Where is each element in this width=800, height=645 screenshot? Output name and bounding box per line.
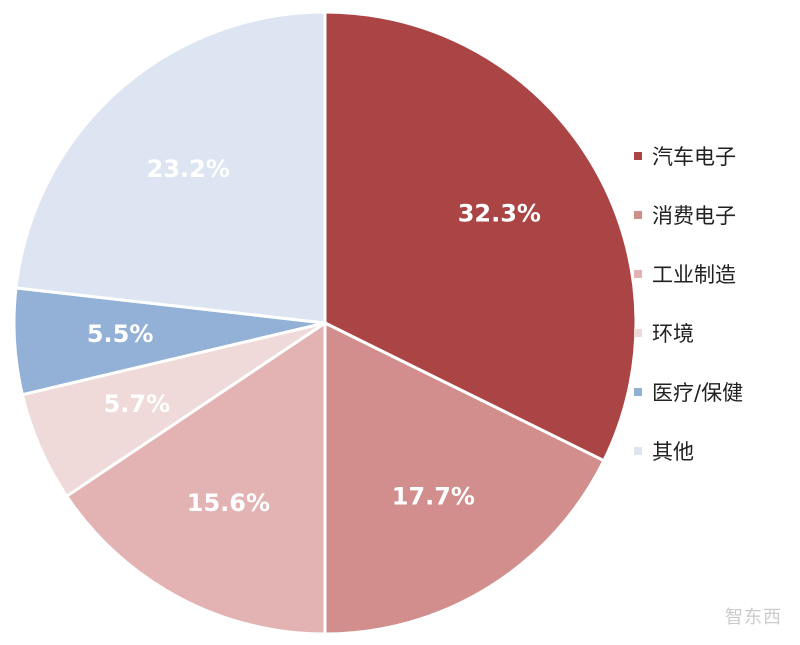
legend-swatch: [634, 328, 642, 337]
legend-item: 汽车电子: [634, 126, 743, 185]
slice-data-label: 5.5%: [87, 320, 154, 348]
legend-swatch: [634, 387, 642, 396]
legend-swatch: [634, 269, 642, 278]
legend-item: 消费电子: [634, 185, 743, 244]
legend-label: 环境: [652, 321, 694, 346]
legend-label: 工业制造: [652, 262, 736, 287]
watermark: 智东西: [725, 607, 782, 628]
legend-swatch: [634, 210, 642, 219]
slice-data-label: 15.6%: [187, 489, 270, 517]
legend-label: 汽车电子: [652, 144, 736, 169]
slice-data-label: 5.7%: [104, 390, 171, 418]
slice-data-label: 23.2%: [147, 155, 230, 183]
chart-legend: 汽车电子消费电子工业制造环境医疗/保健其他: [634, 126, 743, 480]
pie-slice-3: [64, 320, 327, 636]
legend-swatch: [634, 151, 642, 160]
legend-item: 环境: [634, 303, 743, 362]
slice-data-label: 17.7%: [392, 482, 475, 510]
pie-slice-6: [14, 10, 327, 325]
legend-label: 医疗/保健: [652, 380, 744, 405]
legend-item: 工业制造: [634, 244, 743, 303]
legend-label: 消费电子: [652, 203, 736, 228]
slice-data-label: 32.3%: [458, 200, 541, 228]
legend-item: 其他: [634, 421, 743, 480]
pie-slice-2: [323, 320, 606, 636]
pie-slice-1: [323, 10, 638, 463]
legend-item: 医疗/保健: [634, 362, 743, 421]
legend-label: 其他: [652, 439, 694, 464]
legend-swatch: [634, 446, 642, 455]
